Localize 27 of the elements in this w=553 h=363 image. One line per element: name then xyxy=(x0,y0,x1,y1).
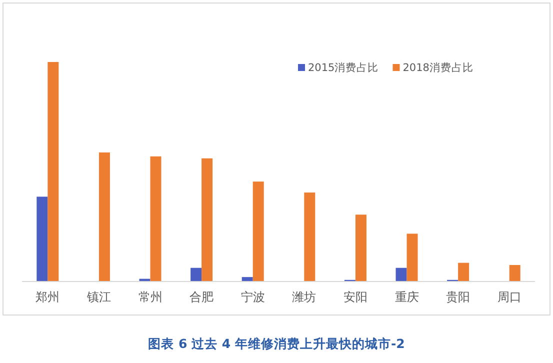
x-tick-label: 合肥 xyxy=(190,290,214,304)
bar xyxy=(98,152,110,281)
x-tick-label: 潍坊 xyxy=(292,290,316,304)
x-tick-label: 周口 xyxy=(497,290,522,304)
bar xyxy=(458,262,470,281)
x-tick-label: 镇江 xyxy=(86,290,111,304)
bar xyxy=(355,214,366,281)
legend-label: 2015消费占比 xyxy=(308,61,379,74)
bar xyxy=(252,182,264,281)
bar xyxy=(396,268,407,281)
bar xyxy=(36,196,48,281)
bar xyxy=(190,268,202,281)
x-tick-label: 郑州 xyxy=(36,290,60,304)
bar xyxy=(406,234,418,281)
bar xyxy=(509,265,520,281)
bar xyxy=(242,277,253,281)
bar xyxy=(150,156,162,281)
bar xyxy=(304,192,316,281)
legend-label: 2018消费占比 xyxy=(402,61,474,74)
x-tick-label: 宁波 xyxy=(240,290,265,304)
bar xyxy=(48,62,59,281)
x-tick-label: 安阳 xyxy=(343,290,368,304)
text: 图表 6 过去 4 年维修消费上升最快的城市-2 xyxy=(148,336,405,351)
bar xyxy=(202,158,213,281)
x-tick-label: 贵阳 xyxy=(446,290,470,304)
x-tick-label: 重庆 xyxy=(394,290,419,304)
x-tick-label: 常州 xyxy=(138,290,162,304)
